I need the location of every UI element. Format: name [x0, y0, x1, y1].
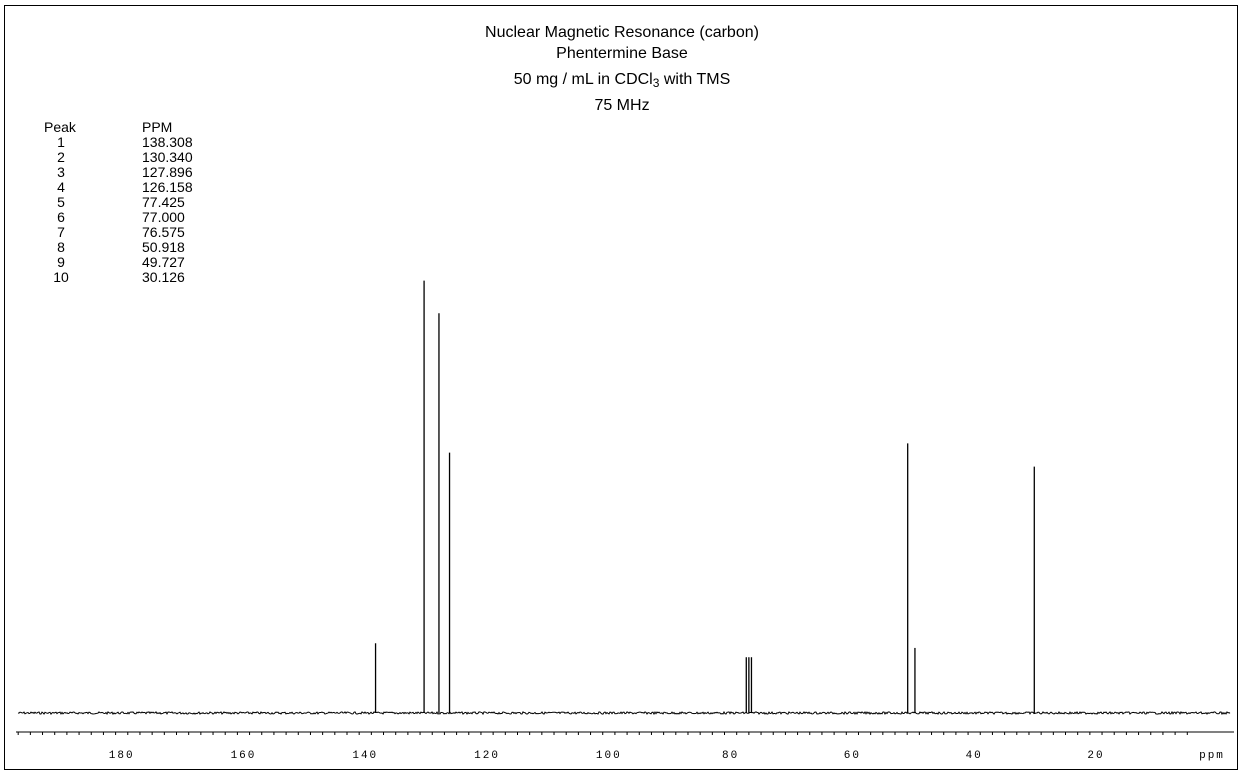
x-tick-label: 100: [596, 750, 622, 762]
x-axis-unit-label: ppm: [1199, 750, 1225, 762]
table-row: 3 127.896: [44, 165, 193, 180]
compound-name: Phentermine Base: [556, 45, 688, 62]
chart-title-block: Nuclear Magnetic Resonance (carbon) Phen…: [0, 22, 1244, 116]
peak-ppm-value: 30.126: [142, 269, 185, 285]
peak-ppm-value: 138.308: [142, 134, 193, 150]
peak-number: 10: [53, 269, 69, 285]
frequency-label: 75 MHz: [594, 97, 650, 114]
ppm-header: PPM: [142, 119, 173, 135]
peak-number: 7: [57, 224, 65, 240]
peak-number: 6: [57, 209, 65, 225]
sample-conditions: 50 mg / mL in CDCl3 with TMS: [0, 69, 1244, 90]
sample-conditions-text: 50 mg / mL in CDCl: [513, 71, 653, 88]
spectrum-baseline: [17, 710, 1231, 716]
peak-number: 2: [57, 149, 65, 165]
x-tick-label: 160: [231, 750, 257, 762]
peak-number: 4: [57, 179, 65, 195]
table-row: 6 77.000: [44, 210, 193, 225]
x-tick-label: 20: [1087, 750, 1104, 762]
peak-ppm-value: 127.896: [142, 164, 193, 180]
peak-table: Peak PPM 1 138.308 2 130.340 3 127.896 4 126…: [44, 120, 193, 285]
x-tick-label: 180: [109, 750, 135, 762]
peak-ppm-value: 50.918: [142, 239, 185, 255]
peak-ppm-value: 77.425: [142, 194, 185, 210]
table-row: 8 50.918: [44, 240, 193, 255]
x-tick-label: 120: [474, 750, 500, 762]
peak-number: 3: [57, 164, 65, 180]
peak-number: 9: [57, 254, 65, 270]
x-tick-label: 140: [352, 750, 378, 762]
peak-number: 5: [57, 194, 65, 210]
peak-header: Peak: [44, 119, 76, 135]
x-tick-label: 60: [844, 750, 861, 762]
x-tick-label: 80: [722, 750, 739, 762]
table-row: 2 130.340: [44, 150, 193, 165]
table-row: 9 49.727: [44, 255, 193, 270]
spectrum-peaks: [374, 280, 1035, 713]
table-row: 10 30.126: [44, 270, 193, 285]
sample-conditions-subscript: 3: [652, 76, 660, 90]
table-row: 7 76.575: [44, 225, 193, 240]
x-tick-label: 40: [966, 750, 983, 762]
peak-ppm-value: 76.575: [142, 224, 185, 240]
peak-ppm-value: 126.158: [142, 179, 193, 195]
table-row: 4 126.158: [44, 180, 193, 195]
table-row: 5 77.425: [44, 195, 193, 210]
peak-table-header: Peak PPM: [44, 120, 193, 135]
chart-title: Nuclear Magnetic Resonance (carbon): [485, 24, 759, 41]
chart-frame: [4, 5, 1238, 770]
sample-conditions-suffix: with TMS: [659, 71, 731, 88]
peak-number: 1: [57, 134, 65, 150]
peak-ppm-value: 49.727: [142, 254, 185, 270]
table-row: 1 138.308: [44, 135, 193, 150]
peak-number: 8: [57, 239, 65, 255]
peak-ppm-value: 130.340: [142, 149, 193, 165]
x-axis: 180 160 140 120 100 80 60 40 20 ppm: [16, 731, 1234, 762]
peak-ppm-value: 77.000: [142, 209, 185, 225]
